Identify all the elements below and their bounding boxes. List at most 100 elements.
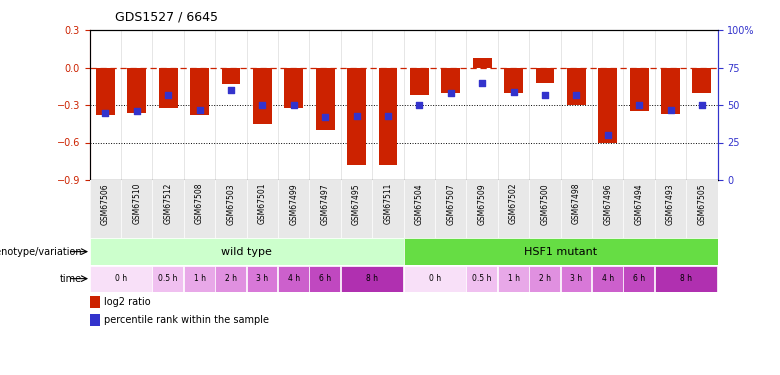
- Point: [633, 102, 645, 108]
- Bar: [90, 296, 100, 308]
- Bar: [410, 68, 429, 95]
- Bar: [90, 314, 100, 326]
- Bar: [159, 68, 178, 108]
- Bar: [222, 68, 240, 84]
- Bar: [561, 266, 591, 292]
- Point: [130, 108, 143, 114]
- Text: GSM67500: GSM67500: [541, 183, 549, 225]
- Point: [193, 106, 206, 112]
- Point: [225, 87, 237, 93]
- Text: 1 h: 1 h: [508, 274, 519, 283]
- Text: percentile rank within the sample: percentile rank within the sample: [104, 315, 269, 325]
- Text: HSF1 mutant: HSF1 mutant: [524, 247, 597, 256]
- Point: [696, 102, 708, 108]
- Bar: [536, 68, 555, 82]
- Text: GSM67496: GSM67496: [603, 183, 612, 225]
- Text: 1 h: 1 h: [193, 274, 206, 283]
- Text: 2 h: 2 h: [225, 274, 237, 283]
- Bar: [316, 68, 335, 130]
- Point: [256, 102, 268, 108]
- Bar: [96, 68, 115, 115]
- Text: 8 h: 8 h: [367, 274, 378, 283]
- Text: GSM67509: GSM67509: [477, 183, 487, 225]
- Bar: [90, 266, 152, 292]
- Bar: [341, 266, 403, 292]
- Bar: [498, 266, 529, 292]
- Text: GSM67493: GSM67493: [666, 183, 675, 225]
- Point: [665, 106, 677, 112]
- Bar: [466, 266, 497, 292]
- Text: GSM67494: GSM67494: [635, 183, 644, 225]
- Bar: [278, 266, 309, 292]
- Point: [601, 132, 614, 138]
- Text: GSM67495: GSM67495: [352, 183, 361, 225]
- Text: GDS1527 / 6645: GDS1527 / 6645: [115, 11, 218, 24]
- Bar: [347, 68, 366, 165]
- Text: 6 h: 6 h: [633, 274, 645, 283]
- Point: [476, 80, 488, 86]
- Text: 0.5 h: 0.5 h: [158, 274, 178, 283]
- Text: 8 h: 8 h: [680, 274, 692, 283]
- Point: [319, 114, 332, 120]
- Point: [288, 102, 300, 108]
- Bar: [629, 68, 648, 111]
- Bar: [655, 266, 717, 292]
- Text: log2 ratio: log2 ratio: [104, 297, 151, 307]
- Bar: [693, 68, 711, 93]
- Point: [539, 92, 551, 98]
- Text: GSM67506: GSM67506: [101, 183, 110, 225]
- Bar: [623, 266, 654, 292]
- Point: [413, 102, 426, 108]
- Bar: [661, 68, 680, 114]
- Point: [570, 92, 583, 98]
- Bar: [529, 266, 560, 292]
- Bar: [184, 266, 214, 292]
- Bar: [598, 68, 617, 142]
- Bar: [404, 266, 466, 292]
- Text: 3 h: 3 h: [257, 274, 268, 283]
- Bar: [441, 68, 460, 93]
- Text: GSM67504: GSM67504: [415, 183, 424, 225]
- Bar: [504, 68, 523, 93]
- Bar: [378, 68, 397, 165]
- Text: wild type: wild type: [222, 247, 272, 256]
- Text: GSM67501: GSM67501: [258, 183, 267, 224]
- Text: GSM67499: GSM67499: [289, 183, 298, 225]
- Text: GSM67512: GSM67512: [164, 183, 172, 224]
- Text: GSM67511: GSM67511: [384, 183, 392, 224]
- Bar: [190, 68, 209, 115]
- Bar: [246, 266, 278, 292]
- Bar: [153, 266, 183, 292]
- Text: 3 h: 3 h: [570, 274, 583, 283]
- Bar: [253, 68, 271, 124]
- Text: 4 h: 4 h: [601, 274, 614, 283]
- Point: [445, 90, 457, 96]
- Text: 4 h: 4 h: [288, 274, 300, 283]
- Bar: [592, 266, 622, 292]
- Text: 0.5 h: 0.5 h: [473, 274, 492, 283]
- Bar: [127, 68, 146, 112]
- Bar: [215, 266, 246, 292]
- Bar: [285, 68, 303, 108]
- Text: GSM67498: GSM67498: [572, 183, 581, 224]
- Text: GSM67510: GSM67510: [133, 183, 141, 224]
- Point: [381, 112, 394, 118]
- Text: 2 h: 2 h: [539, 274, 551, 283]
- Bar: [567, 68, 586, 105]
- Text: genotype/variation: genotype/variation: [0, 247, 82, 256]
- Text: GSM67497: GSM67497: [321, 183, 330, 225]
- Bar: [310, 266, 340, 292]
- Text: 6 h: 6 h: [319, 274, 332, 283]
- Bar: [404, 238, 718, 265]
- Text: time: time: [60, 274, 82, 284]
- Text: 0 h: 0 h: [429, 274, 441, 283]
- Bar: [90, 238, 404, 265]
- Text: GSM67502: GSM67502: [509, 183, 518, 224]
- Text: GSM67507: GSM67507: [446, 183, 456, 225]
- Bar: [473, 57, 491, 68]
- Text: GSM67505: GSM67505: [697, 183, 707, 225]
- Point: [162, 92, 175, 98]
- Point: [99, 110, 112, 116]
- Text: 0 h: 0 h: [115, 274, 127, 283]
- Text: GSM67508: GSM67508: [195, 183, 204, 224]
